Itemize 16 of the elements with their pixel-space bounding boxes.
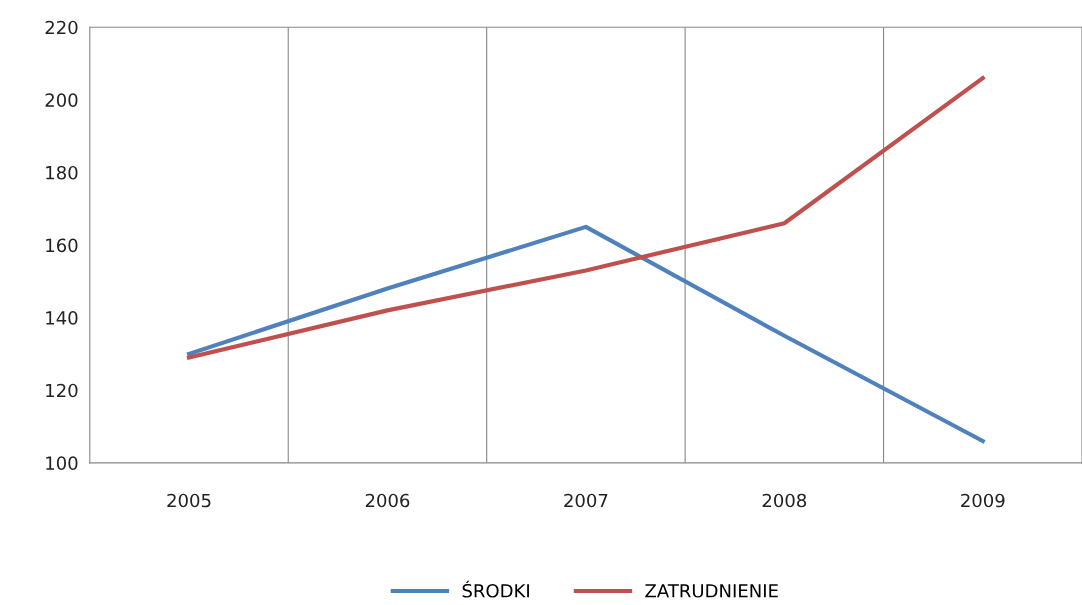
legend-label: ZATRUDNIENIE bbox=[645, 584, 778, 598]
line-series bbox=[186, 224, 985, 444]
x-tick-label: 2005 bbox=[167, 493, 211, 508]
y-tick-label: 180 bbox=[46, 165, 78, 180]
legend-label: ŚRODKI bbox=[462, 580, 529, 598]
x-tick-label: 2006 bbox=[365, 493, 410, 508]
y-tick-label: 200 bbox=[45, 93, 78, 107]
x-tick-label: 2008 bbox=[762, 493, 807, 508]
y-tick-label: 220 bbox=[45, 20, 78, 35]
line-series bbox=[186, 75, 985, 360]
y-tick-label: 160 bbox=[46, 238, 78, 253]
y-tick-label: 140 bbox=[46, 311, 78, 325]
x-tick-label: 2007 bbox=[564, 493, 608, 508]
y-tick-label: 120 bbox=[46, 383, 78, 398]
x-tick-label: 2009 bbox=[961, 493, 1005, 508]
y-tick-label: 100 bbox=[46, 456, 78, 470]
